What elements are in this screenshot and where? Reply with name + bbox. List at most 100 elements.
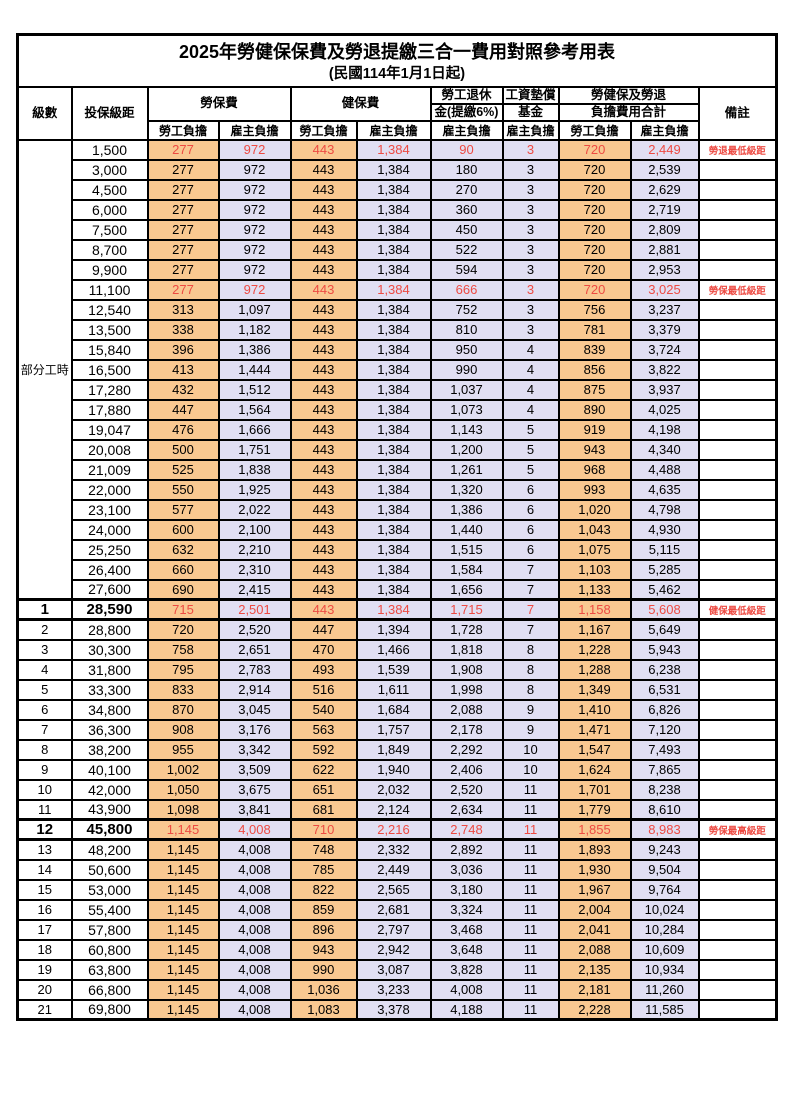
note-cell [697,858,778,881]
total-employee-cell: 1,288 [557,658,632,681]
total-employer-cell: 2,809 [629,218,700,241]
labor-insurance-employee-cell: 908 [146,718,220,741]
health-insurance-employee-cell: 443 [289,458,358,481]
labor-insurance-employee-cell: 277 [146,218,220,241]
table-row: 18 60,800 1,145 4,008 943 2,942 3,648 11… [16,938,778,961]
wage-fund-employer-cell: 3 [501,298,560,321]
labor-insurance-employer-cell: 3,342 [217,738,292,761]
wage-fund-employer-cell: 11 [501,938,560,961]
total-employee-cell: 1,701 [557,778,632,801]
labor-insurance-employer-cell: 4,008 [217,858,292,881]
labor-insurance-employer-cell: 2,210 [217,538,292,561]
total-employer-cell: 3,237 [629,298,700,321]
page-subtitle: (民國114年1月1日起) [328,65,466,82]
note-cell [697,658,778,681]
pension-employer-cell: 3,468 [429,918,504,941]
health-insurance-employer-cell: 3,233 [355,978,432,1001]
table-row: 21 69,800 1,145 4,008 1,083 3,378 4,188 … [16,998,778,1021]
total-employee-cell: 1,020 [557,498,632,521]
total-employee-cell: 968 [557,458,632,481]
health-insurance-employer-cell: 2,216 [355,818,432,841]
labor-insurance-employer-cell: 1,666 [217,418,292,441]
table-row: 10 42,000 1,050 3,675 651 2,032 2,520 11… [16,778,778,801]
wage-fund-employer-cell: 6 [501,538,560,561]
total-employer-cell: 5,285 [629,558,700,581]
pension-employer-cell: 990 [429,358,504,381]
bracket-cell: 25,250 [70,538,149,561]
total-employee-cell: 2,181 [557,978,632,1001]
wage-fund-employer-cell: 11 [501,878,560,901]
total-employer-cell: 3,822 [629,358,700,381]
bracket-cell: 36,300 [70,718,149,741]
health-insurance-employee-cell: 681 [289,798,358,821]
health-insurance-employee-cell: 943 [289,938,358,961]
total-employee-cell: 2,228 [557,998,632,1021]
part-time-merged-cell: 部分工時 [16,138,73,601]
total-employee-cell: 720 [557,178,632,201]
pension-employer-cell: 1,440 [429,518,504,541]
health-insurance-employer-cell: 2,332 [355,838,432,861]
total-employee-cell: 1,855 [557,818,632,841]
total-employee-cell: 919 [557,418,632,441]
total-employer-cell: 6,826 [629,698,700,721]
wage-fund-employer-cell: 4 [501,378,560,401]
health-insurance-employer-cell: 1,394 [355,618,432,641]
wage-fund-employer-cell: 11 [501,858,560,881]
labor-insurance-employee-cell: 632 [146,538,220,561]
labor-insurance-employer-cell: 2,520 [217,618,292,641]
total-employer-cell: 3,724 [629,338,700,361]
wage-fund-employer-cell: 11 [501,998,560,1021]
level-cell: 20 [16,978,73,1001]
health-insurance-employer-cell: 1,384 [355,258,432,281]
total-employee-cell: 1,779 [557,798,632,821]
total-employee-cell: 1,158 [557,598,632,621]
health-insurance-employee-cell: 443 [289,378,358,401]
level-cell: 9 [16,758,73,781]
health-insurance-employer-cell: 1,384 [355,318,432,341]
table-row: 3 30,300 758 2,651 470 1,466 1,818 8 1,2… [16,638,778,661]
labor-insurance-employee-cell: 277 [146,158,220,181]
table-row: 部分工時 1,500 277 972 443 1,384 90 3 720 2,… [16,138,778,601]
labor-insurance-employee-cell: 550 [146,478,220,501]
total-employee-cell: 1,930 [557,858,632,881]
table-row: 7,500 277 972 443 1,384 450 3 720 2,809 [18,218,778,241]
table-row: 26,400 660 2,310 443 1,384 1,584 7 1,103… [18,558,778,581]
total-employee-cell: 839 [557,338,632,361]
health-insurance-employer-cell: 1,384 [355,198,432,221]
pension-employer-cell: 1,200 [429,438,504,461]
note-cell [697,698,778,721]
note-cell: 勞退最低級距 [697,138,778,161]
total-employer-cell: 10,024 [629,898,700,921]
col-header-pension-line2: 金(提繳6%) [429,102,504,122]
total-employee-cell: 720 [557,258,632,281]
bracket-cell: 55,400 [70,898,149,921]
wage-fund-employer-cell: 11 [501,818,560,841]
labor-insurance-employer-cell: 972 [217,218,292,241]
total-employer-cell: 8,610 [629,798,700,821]
table-row: 27,600 690 2,415 443 1,384 1,656 7 1,133… [18,578,778,601]
total-employer-cell: 5,115 [629,538,700,561]
bracket-cell: 28,590 [70,598,149,621]
pension-employer-cell: 180 [429,158,504,181]
table-row: 12,540 313 1,097 443 1,384 752 3 756 3,2… [18,298,778,321]
total-employee-cell: 1,967 [557,878,632,901]
health-insurance-employer-cell: 2,124 [355,798,432,821]
health-insurance-employer-cell: 1,684 [355,698,432,721]
labor-insurance-employee-cell: 758 [146,638,220,661]
health-insurance-employee-cell: 443 [289,338,358,361]
pension-employer-cell: 360 [429,198,504,221]
wage-fund-employer-cell: 7 [501,598,560,621]
pension-employer-cell: 1,908 [429,658,504,681]
total-employee-cell: 1,349 [557,678,632,701]
wage-fund-employer-cell: 3 [501,258,560,281]
health-insurance-employee-cell: 592 [289,738,358,761]
pension-employer-cell: 90 [429,138,504,161]
table-row: 15,840 396 1,386 443 1,384 950 4 839 3,7… [18,338,778,361]
pension-employer-cell: 752 [429,298,504,321]
labor-insurance-employer-cell: 4,008 [217,958,292,981]
total-employee-cell: 2,135 [557,958,632,981]
labor-insurance-employee-cell: 338 [146,318,220,341]
table-row: 14 50,600 1,145 4,008 785 2,449 3,036 11… [16,858,778,881]
subheader-health-employee: 勞工負擔 [289,119,358,141]
pension-employer-cell: 1,656 [429,578,504,601]
